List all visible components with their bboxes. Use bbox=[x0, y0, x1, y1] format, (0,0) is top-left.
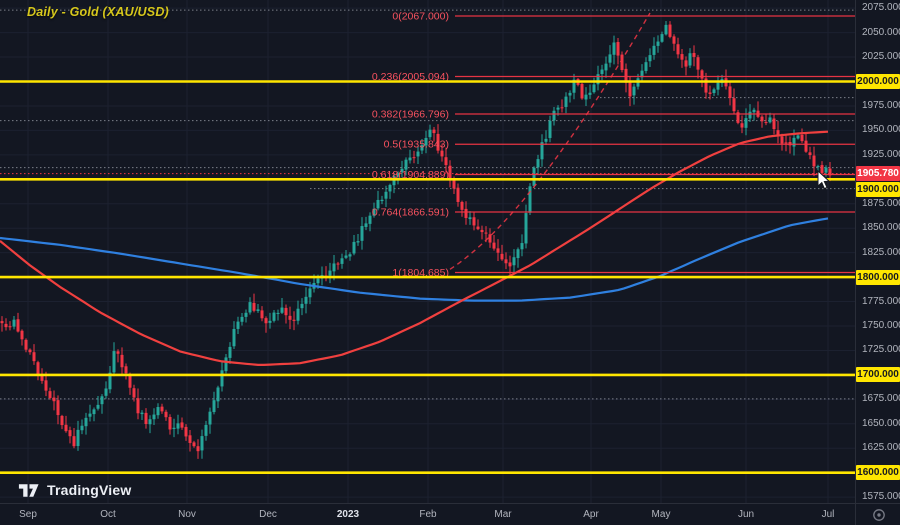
price-axis-label: 2075.000 bbox=[862, 2, 900, 14]
price-axis-label: 1875.000 bbox=[862, 197, 900, 209]
time-axis-label: Nov bbox=[178, 509, 196, 520]
time-axis-label: Feb bbox=[419, 509, 437, 520]
fib-level-label: 0(2067.000) bbox=[392, 10, 449, 22]
price-axis-label: 1575.000 bbox=[862, 491, 900, 503]
current-price-badge: 1905.780 bbox=[856, 166, 900, 182]
fib-level-label: 0.5(1935.843) bbox=[384, 139, 449, 151]
price-axis-label: 2025.000 bbox=[862, 51, 900, 63]
price-level-badge: 1700.000 bbox=[856, 367, 900, 383]
time-axis-label: Mar bbox=[494, 509, 512, 520]
time-axis-label: Apr bbox=[583, 509, 599, 520]
price-axis-label: 2050.000 bbox=[862, 26, 900, 38]
gear-icon[interactable] bbox=[872, 508, 886, 522]
price-axis-label: 1775.000 bbox=[862, 295, 900, 307]
price-axis-label: 1625.000 bbox=[862, 442, 900, 454]
fib-level-label: 0.382(1966.796) bbox=[372, 108, 449, 120]
tradingview-logo[interactable]: TradingView bbox=[17, 480, 131, 500]
time-axis-label: Sep bbox=[19, 509, 37, 520]
tradingview-logo-icon bbox=[18, 484, 39, 497]
price-axis-label: 1675.000 bbox=[862, 393, 900, 405]
time-axis-label: May bbox=[651, 509, 671, 520]
axis-settings-corner[interactable] bbox=[855, 503, 900, 525]
tradingview-logo-text: TradingView bbox=[47, 482, 132, 498]
symbol-title: Daily - Gold (XAU/USD) bbox=[27, 5, 169, 19]
time-axis-label: Oct bbox=[100, 509, 116, 520]
fib-level-label: 0.236(2005.094) bbox=[372, 71, 449, 83]
price-axis-label: 1750.000 bbox=[862, 320, 900, 331]
price-axis-label: 1850.000 bbox=[862, 222, 900, 234]
price-axis-label: 1825.000 bbox=[862, 246, 900, 258]
price-level-badge: 1600.000 bbox=[856, 465, 900, 481]
price-level-badge: 1900.000 bbox=[856, 181, 900, 197]
chart-canvas[interactable]: 0(2067.000) 0.236(2005.094) 0.382(1966.796… bbox=[0, 0, 855, 503]
fib-level-label: 0.764(1866.591) bbox=[372, 206, 449, 218]
price-axis-label: 1975.000 bbox=[862, 99, 900, 111]
price-level-badge: 1800.000 bbox=[856, 269, 900, 285]
price-axis-label: 1725.000 bbox=[862, 344, 900, 356]
time-axis[interactable]: Sep Oct Nov Dec 2023 Feb Mar Apr May Jun Jul bbox=[0, 503, 855, 525]
price-axis-label: 1950.000 bbox=[862, 124, 900, 136]
time-axis-label: Jul bbox=[821, 509, 835, 520]
price-axis[interactable]: 2075.000 2050.000 2025.000 1975.000 1950.000… bbox=[855, 0, 900, 503]
price-axis-label: 1925.000 bbox=[862, 148, 900, 160]
time-axis-label: Dec bbox=[259, 509, 277, 520]
price-level-badge: 2000.000 bbox=[856, 74, 900, 89]
time-axis-label: Jun bbox=[737, 509, 755, 520]
candlestick-chart[interactable]: 0(2067.000) 0.236(2005.094) 0.382(1966.796… bbox=[0, 0, 855, 503]
price-axis-label: 1650.000 bbox=[862, 417, 900, 429]
time-axis-label: 2023 bbox=[336, 509, 360, 520]
